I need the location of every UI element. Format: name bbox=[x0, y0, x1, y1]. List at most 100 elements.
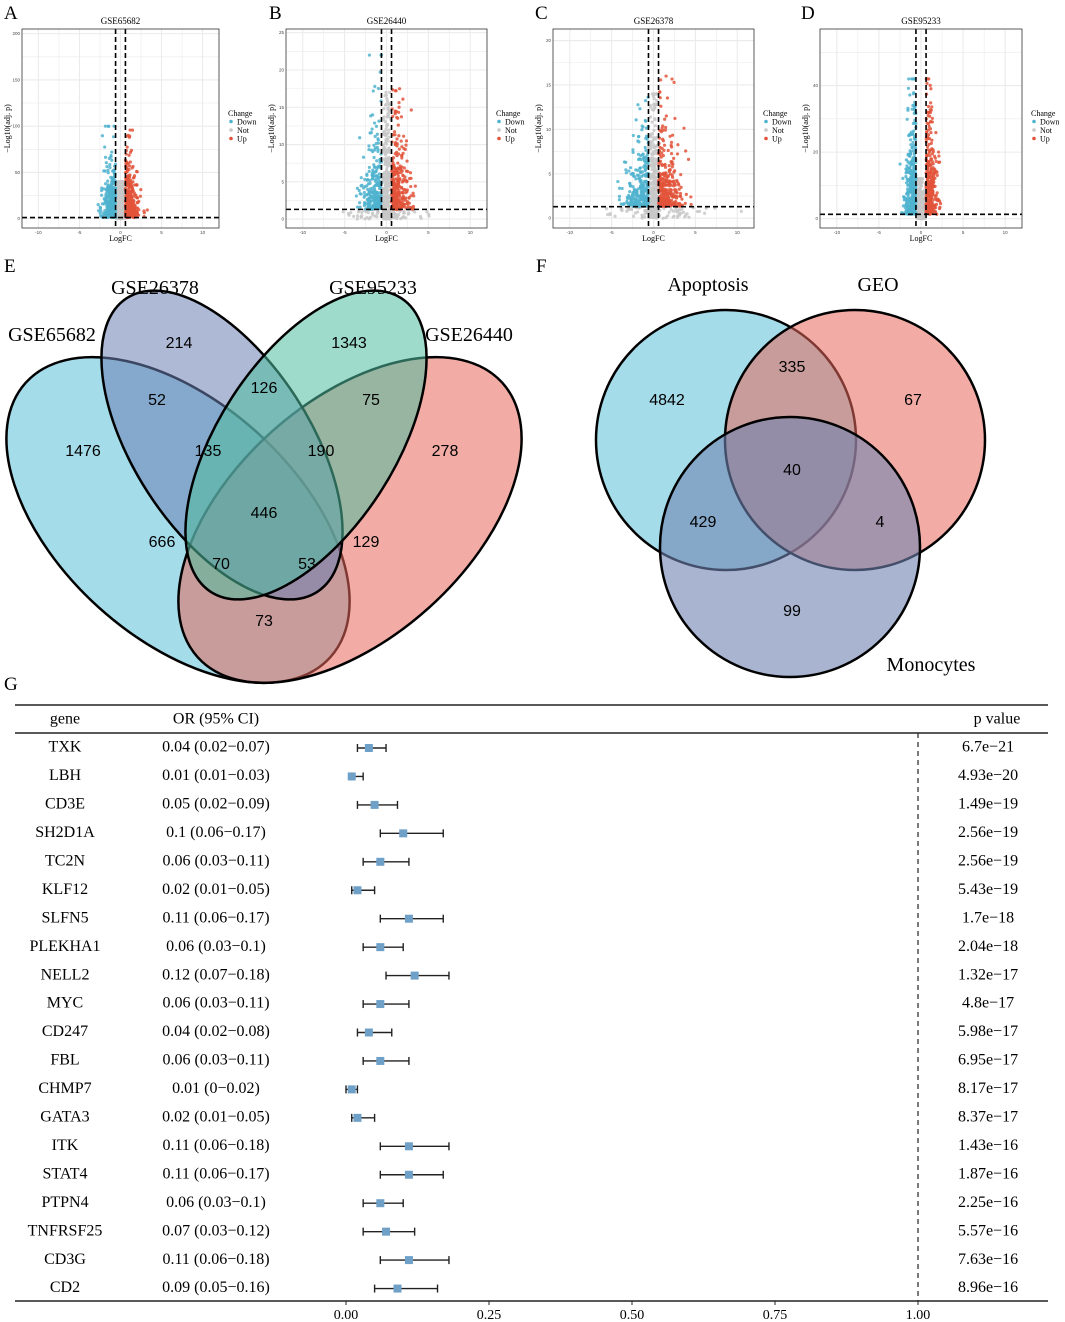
p-value: 7.63e−16 bbox=[958, 1251, 1018, 1268]
point-not bbox=[649, 215, 654, 219]
point-up bbox=[412, 194, 416, 198]
p-value: 4.93e−20 bbox=[958, 767, 1018, 784]
y-tick-label: 150 bbox=[12, 77, 20, 82]
point-down bbox=[635, 190, 639, 194]
point-down bbox=[641, 152, 645, 156]
x-tick-label: -5 bbox=[610, 230, 614, 235]
point-down bbox=[368, 181, 372, 185]
point-not bbox=[918, 192, 922, 196]
point-not bbox=[651, 108, 656, 112]
point-not bbox=[366, 210, 370, 215]
point-down bbox=[106, 179, 110, 183]
or-marker bbox=[376, 943, 385, 952]
point-up bbox=[397, 101, 401, 105]
point-not bbox=[652, 186, 656, 190]
point-not bbox=[649, 189, 654, 194]
panel-letter-f: F bbox=[536, 256, 547, 277]
forest-row-lbh: LBH 0.01 (0.01−0.03) 4.93e−20 bbox=[49, 767, 1018, 784]
point-down bbox=[103, 155, 108, 159]
forest-row-cd247: CD247 0.04 (0.02−0.08) 5.98e−17 bbox=[42, 1023, 1018, 1040]
point-down bbox=[104, 161, 108, 165]
point-down bbox=[616, 179, 620, 184]
gene-name: PLEKHA1 bbox=[29, 938, 100, 955]
point-down bbox=[628, 190, 632, 194]
point-down bbox=[361, 155, 366, 159]
point-down bbox=[97, 209, 101, 213]
venn-count: 75 bbox=[362, 392, 380, 409]
point-up bbox=[664, 171, 668, 176]
point-not bbox=[648, 115, 653, 119]
point-up bbox=[413, 184, 417, 188]
point-down bbox=[372, 198, 376, 202]
point-down bbox=[908, 133, 913, 137]
point-down bbox=[370, 171, 374, 175]
or-marker bbox=[410, 971, 419, 980]
or-marker bbox=[404, 1170, 413, 1179]
point-not bbox=[117, 208, 122, 212]
point-down bbox=[643, 145, 647, 150]
y-tick-label: 20 bbox=[813, 150, 819, 155]
point-down bbox=[638, 166, 642, 171]
point-up bbox=[405, 159, 409, 163]
point-down bbox=[374, 199, 379, 203]
point-not bbox=[385, 158, 389, 162]
venn-count: 666 bbox=[149, 534, 176, 551]
point-not bbox=[613, 214, 617, 218]
point-down bbox=[109, 155, 113, 159]
x-tick-label: 5 bbox=[427, 230, 430, 235]
gene-name: LBH bbox=[49, 767, 81, 784]
point-not bbox=[919, 181, 924, 185]
point-not bbox=[381, 187, 385, 191]
gene-name: NELL2 bbox=[41, 966, 90, 983]
point-up bbox=[129, 148, 134, 152]
point-up bbox=[135, 170, 139, 174]
point-down bbox=[638, 186, 643, 190]
or-ci-label: 0.11 (0.06−0.17) bbox=[162, 1165, 269, 1182]
legend-entry: Not bbox=[505, 126, 518, 135]
y-axis-label: −Log10(adj. p) bbox=[3, 104, 12, 153]
point-up bbox=[934, 202, 939, 206]
point-down bbox=[111, 198, 115, 203]
point-down bbox=[108, 208, 112, 212]
y-tick-label: 15 bbox=[546, 82, 552, 87]
point-up bbox=[396, 191, 400, 195]
point-down bbox=[375, 132, 379, 136]
point-not bbox=[385, 203, 390, 208]
point-up bbox=[393, 143, 397, 147]
x-tick-label: -5 bbox=[77, 230, 81, 235]
point-up bbox=[670, 165, 674, 169]
point-down bbox=[372, 192, 376, 196]
point-down bbox=[103, 182, 108, 186]
or-marker bbox=[370, 800, 379, 809]
point-up bbox=[928, 200, 932, 205]
point-up bbox=[670, 145, 674, 149]
or-ci-label: 0.06 (0.03−0.11) bbox=[162, 995, 269, 1012]
point-not bbox=[382, 147, 387, 151]
point-down bbox=[638, 171, 643, 175]
point-down bbox=[373, 174, 377, 178]
point-up bbox=[393, 109, 397, 113]
point-down bbox=[102, 187, 106, 191]
point-up bbox=[392, 130, 397, 134]
point-up bbox=[392, 187, 396, 192]
point-not bbox=[382, 132, 386, 136]
point-up bbox=[671, 133, 675, 137]
point-up bbox=[402, 166, 406, 170]
point-up bbox=[684, 192, 688, 196]
point-down bbox=[368, 187, 372, 191]
point-not bbox=[116, 195, 121, 200]
gene-name: MYC bbox=[47, 995, 83, 1012]
venn-count: 4842 bbox=[649, 392, 685, 409]
point-down bbox=[910, 146, 914, 150]
point-up bbox=[129, 195, 134, 199]
legend-swatch-down bbox=[497, 119, 501, 124]
point-up bbox=[409, 184, 413, 189]
point-up bbox=[125, 145, 129, 149]
point-not bbox=[360, 214, 364, 218]
or-ci-label: 0.05 (0.02−0.09) bbox=[162, 796, 270, 813]
point-down bbox=[104, 192, 108, 196]
point-not bbox=[381, 157, 385, 161]
panel-letter-b: B bbox=[269, 3, 282, 24]
or-marker bbox=[376, 1056, 385, 1065]
point-up bbox=[135, 183, 139, 187]
